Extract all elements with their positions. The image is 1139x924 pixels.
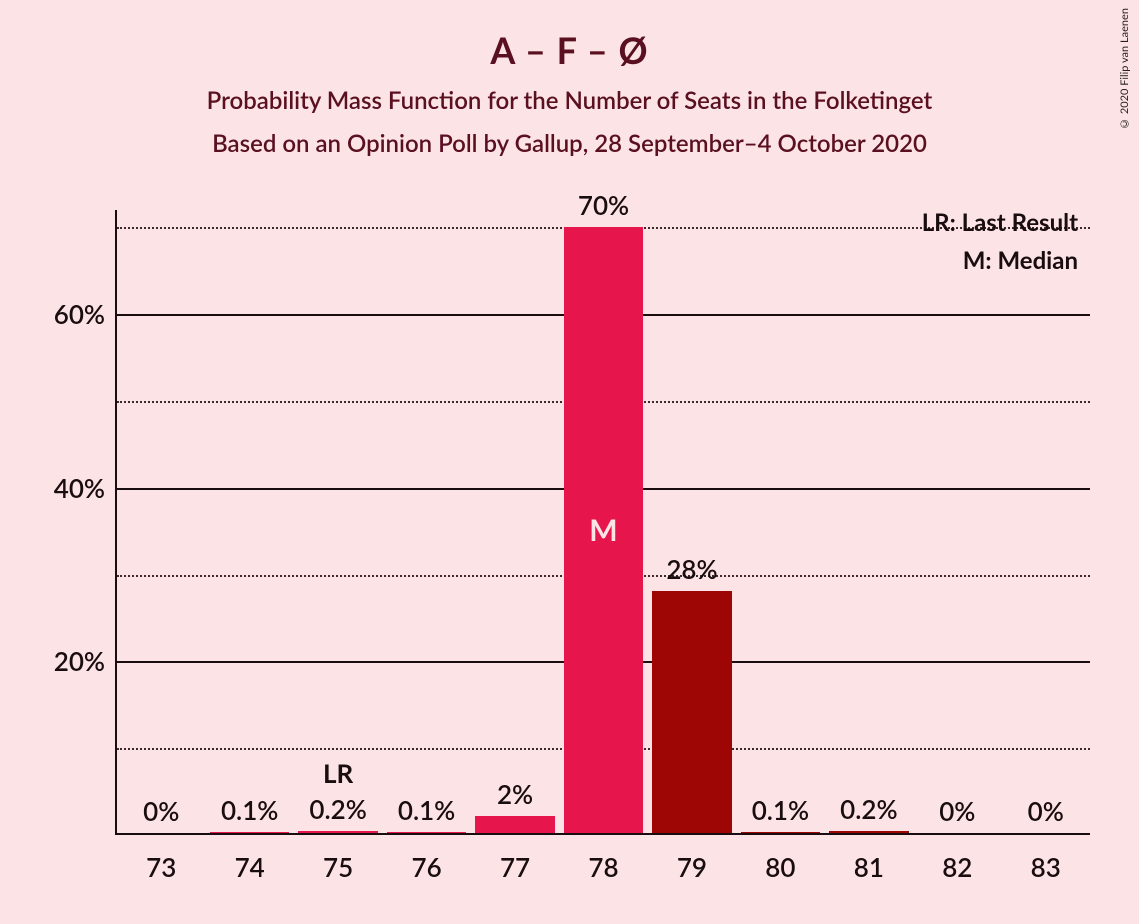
x-tick-label: 81 bbox=[854, 851, 884, 883]
x-tick-label: 79 bbox=[677, 851, 707, 883]
bar-value-label: 0.1% bbox=[752, 794, 809, 826]
bar-slot: 0.1%76 bbox=[382, 210, 470, 833]
x-axis-line bbox=[115, 833, 1090, 835]
bar-rect: 2% bbox=[475, 816, 555, 833]
bar-slot: 0.1%80 bbox=[736, 210, 824, 833]
bar-slot: 0.1%74 bbox=[205, 210, 293, 833]
chart-legend: LR: Last Result M: Median bbox=[922, 204, 1078, 281]
bar-slot: 70%M78 bbox=[559, 210, 647, 833]
title-block: A – F – Ø Probability Mass Function for … bbox=[0, 0, 1139, 158]
x-tick-label: 80 bbox=[765, 851, 795, 883]
y-tick-label: 20% bbox=[54, 645, 105, 677]
bar-value-label: 2% bbox=[497, 778, 533, 810]
bar-value-label: 0% bbox=[939, 795, 975, 827]
bar-rect: 0.1% bbox=[210, 832, 290, 833]
bar-rect: 0.1% bbox=[741, 832, 821, 833]
bars-container: 0%730.1%740.2%LR750.1%762%7770%M7828%790… bbox=[117, 210, 1090, 833]
bar-rect: 70%M bbox=[564, 227, 644, 833]
chart-subtitle-2: Based on an Opinion Poll by Gallup, 28 S… bbox=[0, 129, 1139, 158]
bar-value-label: 0.1% bbox=[221, 794, 278, 826]
legend-lr: LR: Last Result bbox=[922, 204, 1078, 242]
bar-slot: 0.2%81 bbox=[825, 210, 913, 833]
bar-slot: 0%83 bbox=[1002, 210, 1090, 833]
bar-value-label: 0% bbox=[1028, 795, 1064, 827]
x-tick-label: 75 bbox=[323, 851, 353, 883]
chart-plot-area: 0%730.1%740.2%LR750.1%762%7770%M7828%790… bbox=[115, 210, 1090, 835]
y-tick-label: 60% bbox=[54, 298, 105, 330]
median-marker: M bbox=[589, 512, 617, 548]
x-tick-label: 74 bbox=[235, 851, 265, 883]
bar-value-label: 0.2% bbox=[840, 793, 897, 825]
chart-title: A – F – Ø bbox=[0, 28, 1139, 72]
y-tick-label: 40% bbox=[54, 472, 105, 504]
x-tick-label: 82 bbox=[942, 851, 972, 883]
bar-rect: 0.1% bbox=[387, 832, 467, 833]
x-tick-label: 77 bbox=[500, 851, 530, 883]
x-tick-label: 83 bbox=[1031, 851, 1061, 883]
bar-rect: 28% bbox=[652, 591, 732, 833]
chart-subtitle-1: Probability Mass Function for the Number… bbox=[0, 86, 1139, 115]
x-tick-label: 76 bbox=[411, 851, 441, 883]
bar-slot: 28%79 bbox=[648, 210, 736, 833]
bar-value-label: 0.1% bbox=[398, 794, 455, 826]
bar-value-label: 0.2% bbox=[309, 793, 366, 825]
legend-m: M: Median bbox=[922, 242, 1078, 280]
bar-rect: 0.2% bbox=[829, 831, 909, 833]
x-tick-label: 73 bbox=[146, 851, 176, 883]
bar-slot: 0.2%LR75 bbox=[294, 210, 382, 833]
last-result-marker: LR bbox=[323, 757, 353, 789]
bar-rect: 0.2%LR bbox=[298, 831, 378, 833]
bar-slot: 0%82 bbox=[913, 210, 1001, 833]
x-tick-label: 78 bbox=[588, 851, 618, 883]
bar-value-label: 70% bbox=[578, 189, 629, 221]
bar-slot: 2%77 bbox=[471, 210, 559, 833]
bar-slot: 0%73 bbox=[117, 210, 205, 833]
bar-value-label: 0% bbox=[143, 795, 179, 827]
copyright-notice: © 2020 Filip van Laenen bbox=[1118, 8, 1131, 130]
bar-value-label: 28% bbox=[666, 553, 717, 585]
